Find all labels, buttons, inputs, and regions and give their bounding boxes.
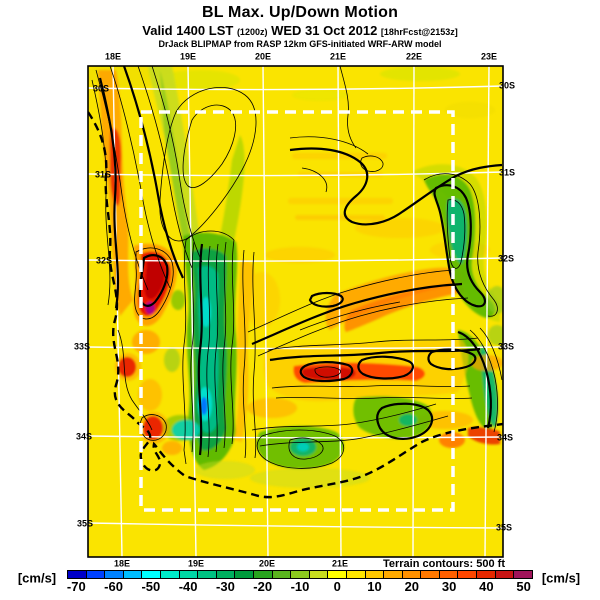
coastline: [88, 111, 503, 499]
colorbar-segment: [439, 571, 459, 578]
lon-tick-bottom-21e: 21E: [331, 558, 349, 569]
lon-tick-top-20e: 20E: [254, 51, 272, 62]
valid-prefix: Valid 1400 LST: [142, 23, 234, 38]
colorbar-segment: [309, 571, 329, 578]
colorbar-segment: [105, 571, 124, 578]
colorbar-tick-label: 40: [479, 579, 494, 594]
map-frame: [87, 65, 504, 558]
lat-tick-right-32s: 32S: [497, 253, 515, 264]
colorbar-segment: [272, 571, 292, 578]
valid-fcst: [18hrFcst@2153z]: [380, 27, 458, 37]
colorbar-tick-label: 50: [516, 579, 531, 594]
lat-tick-right-35s: 35S: [495, 522, 513, 533]
lon-tick-bottom-18e: 18E: [113, 558, 131, 569]
lon-tick-top-22e: 22E: [405, 51, 423, 62]
valid-zulu: (1200z): [236, 27, 268, 37]
colorbar-segment: [253, 571, 273, 578]
colorbar-tick-label: -20: [253, 579, 273, 594]
colorbar-tick-label: 10: [367, 579, 382, 594]
lon-tick-top-18e: 18E: [104, 51, 122, 62]
lat-tick-right-33s: 33S: [497, 341, 515, 352]
lat-tick-left-30s: 30S: [92, 83, 110, 94]
colorbar-tick-label: -30: [216, 579, 235, 594]
terrain-contours-note: Terrain contours: 500 ft: [382, 558, 505, 570]
colorbar-segment: [402, 571, 422, 578]
colorbar: [67, 570, 533, 579]
model-line: DrJack BLIPMAP from RASP 12km GFS-initia…: [158, 39, 442, 49]
colorbar-tick-label: 30: [441, 579, 457, 594]
lon-tick-top-21e: 21E: [329, 51, 347, 62]
colorbar-tick-label: -40: [178, 579, 198, 594]
colorbar-segment: [291, 571, 310, 578]
colorbar-tick-label: -60: [104, 579, 123, 594]
colorbar-segment: [160, 571, 180, 578]
lat-tick-right-34s: 34S: [496, 432, 514, 443]
colorbar-segment: [328, 571, 347, 578]
lat-tick-left-33s: 33S: [73, 341, 91, 352]
lon-tick-top-23e: 23E: [480, 51, 498, 62]
colorbar-tick-label: -50: [141, 579, 161, 594]
valid-date: WED 31 Oct 2012: [271, 23, 378, 38]
colorbar-tick-label: 0: [333, 579, 341, 594]
lat-tick-right-30s: 30S: [498, 80, 516, 91]
colorbar-segment: [68, 571, 87, 578]
colorbar-segment: [477, 571, 496, 578]
colorbar-segment: [495, 571, 515, 578]
colorbar-tick-label: 20: [404, 579, 420, 594]
colorbar-segment: [421, 571, 440, 578]
colorbar-segment: [365, 571, 385, 578]
lat-tick-left-31s: 31S: [94, 169, 112, 180]
lon-tick-bottom-20e: 20E: [258, 558, 276, 569]
colorbar-tick-label: -70: [66, 579, 86, 594]
lat-tick-left-32s: 32S: [95, 255, 113, 266]
colorbar-units-left: [cm/s]: [17, 570, 57, 586]
colorbar-segment: [142, 571, 161, 578]
colorbar-units-right: [cm/s]: [541, 570, 581, 586]
valid-line: Valid 1400 LST (1200z) WED 31 Oct 2012 […: [0, 23, 600, 38]
chart-title: BL Max. Up/Down Motion: [201, 4, 399, 21]
colorbar-segment: [86, 571, 106, 578]
colorbar-segment: [514, 571, 532, 578]
chart-header: BL Max. Up/Down Motion Valid 1400 LST (1…: [0, 4, 600, 49]
colorbar-segment: [458, 571, 478, 578]
colorbar-segment: [179, 571, 199, 578]
model-domain-box: [139, 110, 455, 512]
lat-tick-right-31s: 31S: [498, 167, 516, 178]
lon-tick-top-19e: 19E: [179, 51, 197, 62]
colorbar-segment: [216, 571, 236, 578]
colorbar-segment: [123, 571, 143, 578]
colorbar-segment: [346, 571, 366, 578]
colorbar-segment: [384, 571, 403, 578]
lat-tick-left-35s: 35S: [76, 518, 94, 529]
colorbar-segment: [235, 571, 254, 578]
lon-tick-bottom-19e: 19E: [187, 558, 205, 569]
colorbar-tick-labels: -70 -60 -50 -40 -30 -20 -10 0 10 20 30 40 50: [67, 580, 533, 595]
lat-tick-left-34s: 34S: [75, 431, 93, 442]
colorbar-tick-label: -10: [290, 579, 310, 594]
colorbar-segment: [198, 571, 217, 578]
